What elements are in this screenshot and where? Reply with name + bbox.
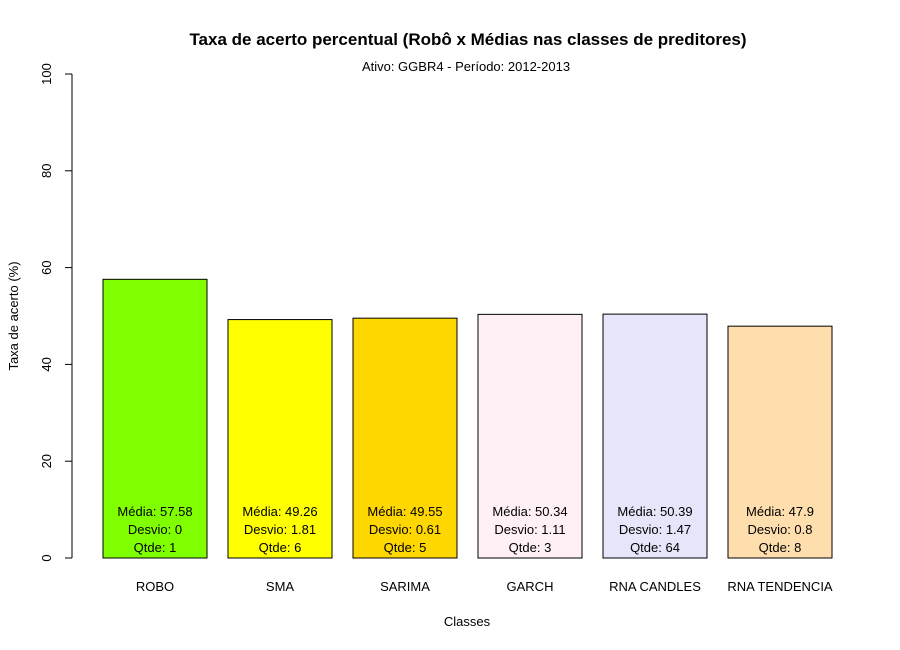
bar-annotations: Média: 57.58 Desvio: 0 Qtde: 1 Média: 49.26… — [117, 504, 814, 555]
bar-label-media: Média: 49.55 — [367, 504, 442, 519]
bar-label-desvio: Desvio: 0.8 — [747, 522, 812, 537]
bar-label-desvio: Desvio: 1.47 — [619, 522, 691, 537]
bar-label-qtde: Qtde: 1 — [134, 540, 177, 555]
bar-label-media: Média: 49.26 — [242, 504, 317, 519]
category-labels: ROBO SMA SARIMA GARCH RNA CANDLES RNA TENDENC… — [136, 579, 833, 594]
y-tick-label: 40 — [39, 357, 54, 371]
bar-label-media: Média: 50.39 — [617, 504, 692, 519]
bar-label-media: Média: 57.58 — [117, 504, 192, 519]
y-tick-label: 80 — [39, 164, 54, 178]
y-axis-title: Taxa de acerto (%) — [6, 261, 21, 370]
bar-label-qtde: Qtde: 5 — [384, 540, 427, 555]
y-tick-label: 100 — [39, 63, 54, 85]
y-axis: 0 20 40 60 80 100 — [39, 63, 73, 562]
x-tick-label: SMA — [266, 579, 295, 594]
bar-label-qtde: Qtde: 6 — [259, 540, 302, 555]
bar-sarima — [352, 317, 458, 559]
y-tick-label: 20 — [39, 454, 54, 468]
bar-garch — [477, 313, 583, 559]
x-tick-label: SARIMA — [380, 579, 430, 594]
bar-label-qtde: Qtde: 8 — [759, 540, 802, 555]
x-tick-label: RNA CANDLES — [609, 579, 701, 594]
bars-group — [102, 278, 833, 559]
bar-label-media: Média: 50.34 — [492, 504, 567, 519]
x-tick-label: ROBO — [136, 579, 174, 594]
bar-label-qtde: Qtde: 64 — [630, 540, 680, 555]
bar-rna-tendencia — [727, 325, 833, 559]
chart-title: Taxa de acerto percentual (Robô x Médias… — [189, 30, 746, 49]
chart-subtitle: Ativo: GGBR4 - Período: 2012-2013 — [362, 59, 570, 74]
bar-sma — [227, 319, 333, 559]
x-tick-label: GARCH — [507, 579, 554, 594]
bar-label-desvio: Desvio: 1.11 — [494, 522, 565, 537]
y-tick-label: 0 — [39, 554, 54, 561]
bar-label-media: Média: 47.9 — [746, 504, 814, 519]
x-tick-label: RNA TENDENCIA — [727, 579, 833, 594]
x-axis-title: Classes — [444, 614, 491, 629]
bar-label-desvio: Desvio: 1.81 — [244, 522, 316, 537]
bar-label-desvio: Desvio: 0.61 — [369, 522, 441, 537]
bar-rna-candles — [602, 313, 708, 559]
bar-label-desvio: Desvio: 0 — [128, 522, 182, 537]
y-tick-label: 60 — [39, 260, 54, 274]
bar-robo — [102, 278, 208, 559]
bar-label-qtde: Qtde: 3 — [509, 540, 552, 555]
